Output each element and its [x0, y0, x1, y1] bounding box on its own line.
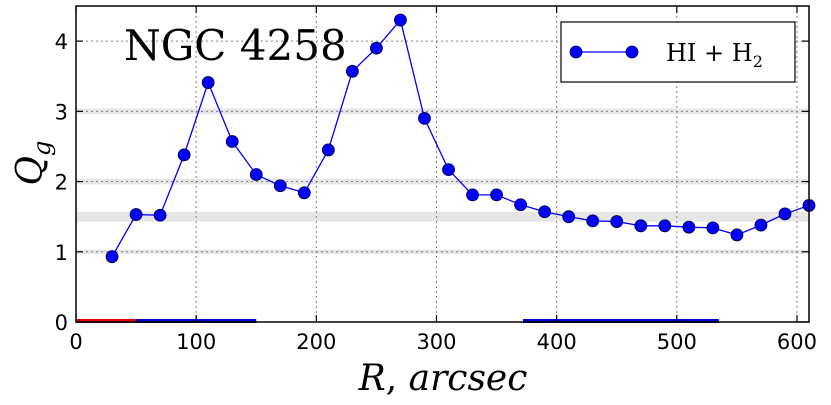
y-tick-label: 4 [55, 30, 68, 54]
data-point [466, 188, 479, 202]
chart-title: NGC 4258 [124, 21, 347, 70]
axis-ticks [75, 6, 809, 323]
data-point [394, 13, 407, 27]
x-tick-label: 600 [777, 330, 817, 354]
plot-frame [75, 5, 810, 323]
data-point [610, 215, 624, 228]
x-tick-label: 0 [69, 330, 82, 354]
data-point [105, 250, 119, 264]
legend-label: HI + H2 [666, 39, 763, 71]
x-axis-label: R, arcsec [358, 358, 528, 399]
data-point [129, 208, 143, 221]
data-point [706, 221, 720, 235]
x-tick-label: 400 [537, 330, 577, 354]
data-point [754, 218, 768, 232]
y-tick-label: 1 [55, 241, 68, 265]
y-tick-label: 0 [55, 311, 68, 335]
legend-marker [625, 45, 639, 59]
data-point [201, 76, 215, 89]
data-point [586, 214, 600, 228]
data-point [562, 210, 576, 224]
data-point [345, 64, 359, 78]
y-tick-label: 3 [55, 100, 68, 124]
series-points-group [105, 13, 816, 264]
data-point [658, 219, 672, 233]
x-tick-label: 100 [176, 330, 216, 354]
data-point [418, 111, 431, 125]
data-point [730, 228, 744, 242]
x-tick-label: 500 [657, 330, 697, 354]
horizontal-band [76, 211, 809, 222]
data-point [538, 205, 552, 219]
data-point [297, 186, 311, 200]
data-point [490, 188, 503, 202]
data-point [153, 208, 167, 222]
data-point [225, 135, 239, 148]
data-point [273, 179, 287, 193]
x-tick-label: 200 [296, 330, 336, 354]
data-point [321, 143, 335, 157]
tick-labels: 0 100 200 300 400 500 600 0 1 2 3 4 [55, 30, 817, 354]
legend-marker [569, 45, 583, 59]
data-point [514, 198, 528, 212]
data-point [249, 168, 263, 181]
data-point [634, 219, 648, 233]
y-axis-label: Qg [10, 141, 56, 186]
y-tick-label: 2 [55, 171, 68, 195]
data-point [778, 207, 792, 221]
legend: HI + H2 [560, 21, 796, 83]
x-tick-label: 300 [416, 330, 456, 354]
data-point [177, 148, 191, 162]
data-point [682, 220, 696, 234]
data-point [370, 41, 383, 55]
data-point [442, 163, 455, 177]
